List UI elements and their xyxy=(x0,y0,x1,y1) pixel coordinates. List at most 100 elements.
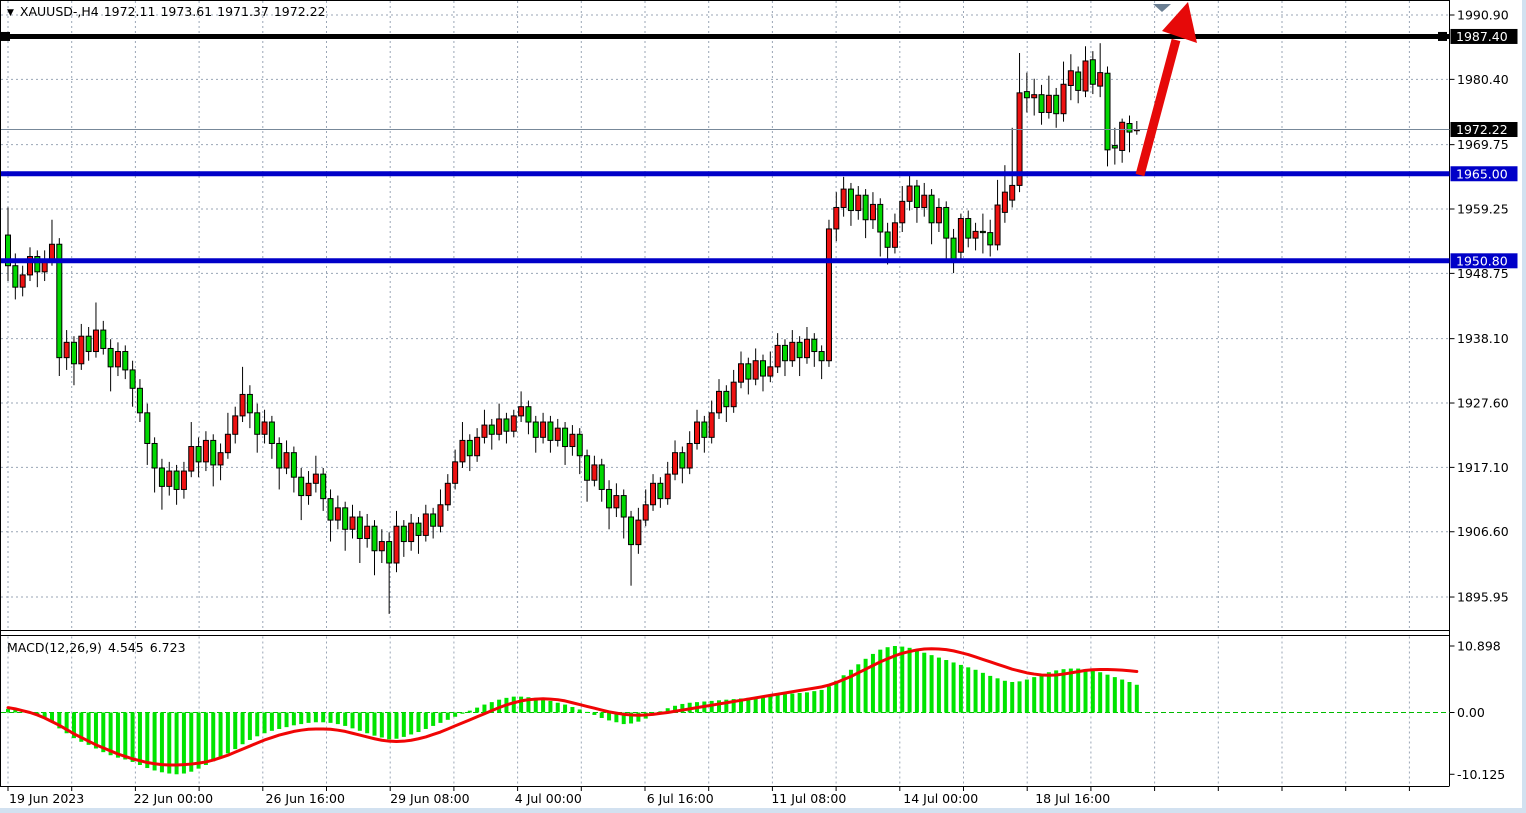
candle-bearish xyxy=(122,351,129,371)
symbol-ohlc-label: ▼ XAUUSD-,H4 1972.11 1973.61 1971.37 1972.22 xyxy=(7,5,331,21)
macd-histogram-bar xyxy=(629,712,634,724)
trend-arrow-shaft[interactable] xyxy=(1135,38,1181,177)
candle-bearish xyxy=(811,338,818,353)
candle-bullish xyxy=(650,482,657,506)
macd-histogram-bar xyxy=(453,712,458,717)
candle-bullish xyxy=(994,204,1001,246)
candle-bullish xyxy=(474,436,481,457)
candle-bullish xyxy=(459,439,466,463)
candle-bearish xyxy=(144,412,151,444)
macd-histogram-bar xyxy=(966,667,971,713)
candle-bullish xyxy=(686,442,693,469)
macd-histogram-bar xyxy=(548,700,553,713)
candle-bearish xyxy=(70,341,77,365)
window-edge-right xyxy=(1522,0,1526,813)
candle-bullish xyxy=(63,341,70,359)
macd-histogram-bar xyxy=(746,697,751,713)
macd-histogram-bar xyxy=(431,712,436,726)
price-axis[interactable]: 1990.90 1980.40 1969.75 1959.25 1948.75 1938.… xyxy=(1449,8,1518,605)
collapse-triangle-icon[interactable]: ▼ xyxy=(7,8,14,18)
candle-bearish xyxy=(12,265,19,288)
macd-axis[interactable]: 10.898 0.00 -10.125 xyxy=(1449,639,1506,782)
candle-bearish xyxy=(628,516,635,546)
macd-histogram-bar xyxy=(944,660,949,713)
macd-histogram-bar xyxy=(71,712,76,739)
macd-histogram-bar xyxy=(856,664,861,713)
macd-histogram-bar xyxy=(848,669,853,713)
macd-histogram-bar xyxy=(900,646,905,713)
time-tick-label: 14 Jul 00:00 xyxy=(903,791,978,806)
candle-bullish xyxy=(518,406,525,417)
candle-bullish xyxy=(664,473,671,500)
macd-histogram-bar xyxy=(878,649,883,713)
candle-bullish xyxy=(1045,94,1052,113)
macd-indicator-label: MACD(12,26,9) 4.545 6.723 xyxy=(7,641,192,655)
macd-histogram-bar xyxy=(123,712,128,760)
candle-bearish xyxy=(415,522,422,536)
macd-histogram-bar xyxy=(174,712,179,775)
macd-histogram-bar xyxy=(519,696,524,713)
candle-bullish xyxy=(1097,72,1104,87)
time-tick-label: 29 Jun 08:00 xyxy=(390,791,469,806)
macd-histogram-bar xyxy=(145,712,150,769)
candle-bearish xyxy=(430,513,437,527)
macd-histogram-bar xyxy=(181,712,186,774)
macd-histogram-bar xyxy=(93,712,98,749)
macd-axis-label: 10.898 xyxy=(1457,639,1501,654)
line-handle-right[interactable] xyxy=(1438,31,1447,41)
candle-bearish xyxy=(584,455,591,481)
candle-bearish xyxy=(386,541,393,564)
macd-histogram-bar xyxy=(951,662,956,713)
price-badge xyxy=(1450,122,1518,138)
candle-bullish xyxy=(48,243,55,261)
macd-histogram-bar xyxy=(482,704,487,713)
candle-bearish xyxy=(620,495,627,518)
candle-bearish xyxy=(1111,145,1118,149)
candle-bearish xyxy=(657,482,664,500)
candle-bearish xyxy=(796,341,803,359)
candle-bullish xyxy=(716,390,723,414)
trend-arrow-head[interactable] xyxy=(1162,2,1197,43)
macd-histogram-bar xyxy=(189,712,194,772)
macd-histogram-bar xyxy=(775,694,780,713)
macd-histogram-bar xyxy=(709,700,714,713)
price-tick-label: 1917.10 xyxy=(1457,460,1509,475)
macd-histogram-bar xyxy=(277,712,282,729)
candle-bullish xyxy=(635,519,642,546)
candle-bullish xyxy=(540,421,547,438)
macd-histogram-bar xyxy=(365,712,370,734)
chart-shift-triangle-icon[interactable] xyxy=(1153,4,1171,12)
macd-histogram-bar xyxy=(1105,674,1110,713)
candle-bearish xyxy=(987,232,994,246)
macd-histogram-bar xyxy=(1024,679,1029,713)
macd-histogram-bar xyxy=(929,655,934,713)
macd-histogram-bar xyxy=(592,712,597,715)
candle-bearish xyxy=(1053,94,1060,115)
candle-bullish xyxy=(891,222,898,248)
candle-bullish xyxy=(672,452,679,475)
macd-histogram-bar xyxy=(914,650,919,713)
macd-histogram-bar xyxy=(892,646,897,713)
macd-histogram-bar xyxy=(357,712,362,731)
macd-histogram-bar xyxy=(790,693,795,713)
macd-histogram-bar xyxy=(804,692,809,713)
line-handle-left[interactable] xyxy=(1,31,10,41)
ohlc-open: 1972.11 xyxy=(103,4,156,19)
macd-histogram-bar xyxy=(973,669,978,713)
price-badge xyxy=(1450,166,1518,182)
time-axis[interactable]: 19 Jun 2023 22 Jun 00:00 26 Jun 16:00 29 Ju… xyxy=(7,787,1410,806)
macd-histogram-bar xyxy=(922,652,927,713)
macd-histogram-bar xyxy=(717,700,722,713)
price-badge xyxy=(1450,28,1518,44)
macd-histogram-bar xyxy=(1112,677,1117,713)
macd-histogram-bar xyxy=(819,689,824,713)
macd-histogram-bar xyxy=(372,712,377,736)
symbol-period: XAUUSD-,H4 xyxy=(19,4,99,19)
macd-histogram-bar xyxy=(1090,670,1095,713)
candle-bearish xyxy=(818,351,825,362)
macd-axis-label: -10.125 xyxy=(1457,767,1505,782)
macd-histogram-bar xyxy=(438,712,443,723)
macd-histogram-bar xyxy=(467,710,472,713)
level-lines-layer xyxy=(1,31,1450,264)
